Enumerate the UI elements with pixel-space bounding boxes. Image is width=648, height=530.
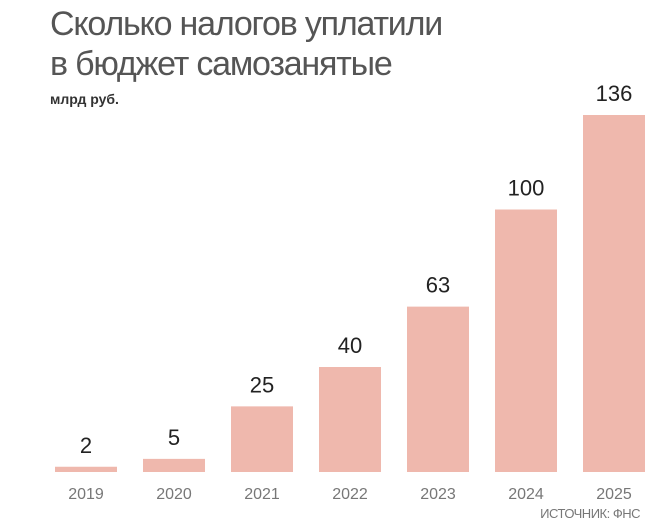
data-label-2023: 63: [426, 273, 450, 298]
x-tick-label-2025: 2025: [596, 486, 632, 503]
data-label-2019: 2: [80, 433, 92, 458]
bar-2020: [143, 458, 205, 472]
x-tick-label-2020: 2020: [156, 486, 192, 503]
data-label-2021: 25: [250, 372, 274, 397]
chart-title: Сколько налогов уплатили в бюджет самоза…: [50, 4, 443, 84]
title-line-1: Сколько налогов уплатили: [50, 5, 443, 43]
bar-2024: [495, 209, 557, 472]
x-tick-label-2023: 2023: [420, 486, 456, 503]
bar-2019: [55, 466, 117, 472]
data-label-2022: 40: [338, 333, 362, 358]
x-tick-label-2019: 2019: [68, 486, 104, 503]
data-label-2025: 136: [596, 81, 633, 106]
bar-2021: [231, 406, 293, 472]
source-note: ИСТОЧНИК: ФНС: [540, 506, 640, 521]
bar-2022: [319, 367, 381, 472]
bar-2025: [583, 115, 645, 472]
bar-2023: [407, 306, 469, 472]
x-tick-label-2024: 2024: [508, 486, 544, 503]
unit-label: млрд руб.: [50, 91, 119, 107]
title-line-2: в бюджет самозанятые: [50, 45, 393, 83]
x-tick-label-2021: 2021: [244, 486, 280, 503]
data-label-2024: 100: [508, 176, 545, 201]
x-tick-label-2022: 2022: [332, 486, 368, 503]
data-label-2020: 5: [168, 425, 180, 450]
